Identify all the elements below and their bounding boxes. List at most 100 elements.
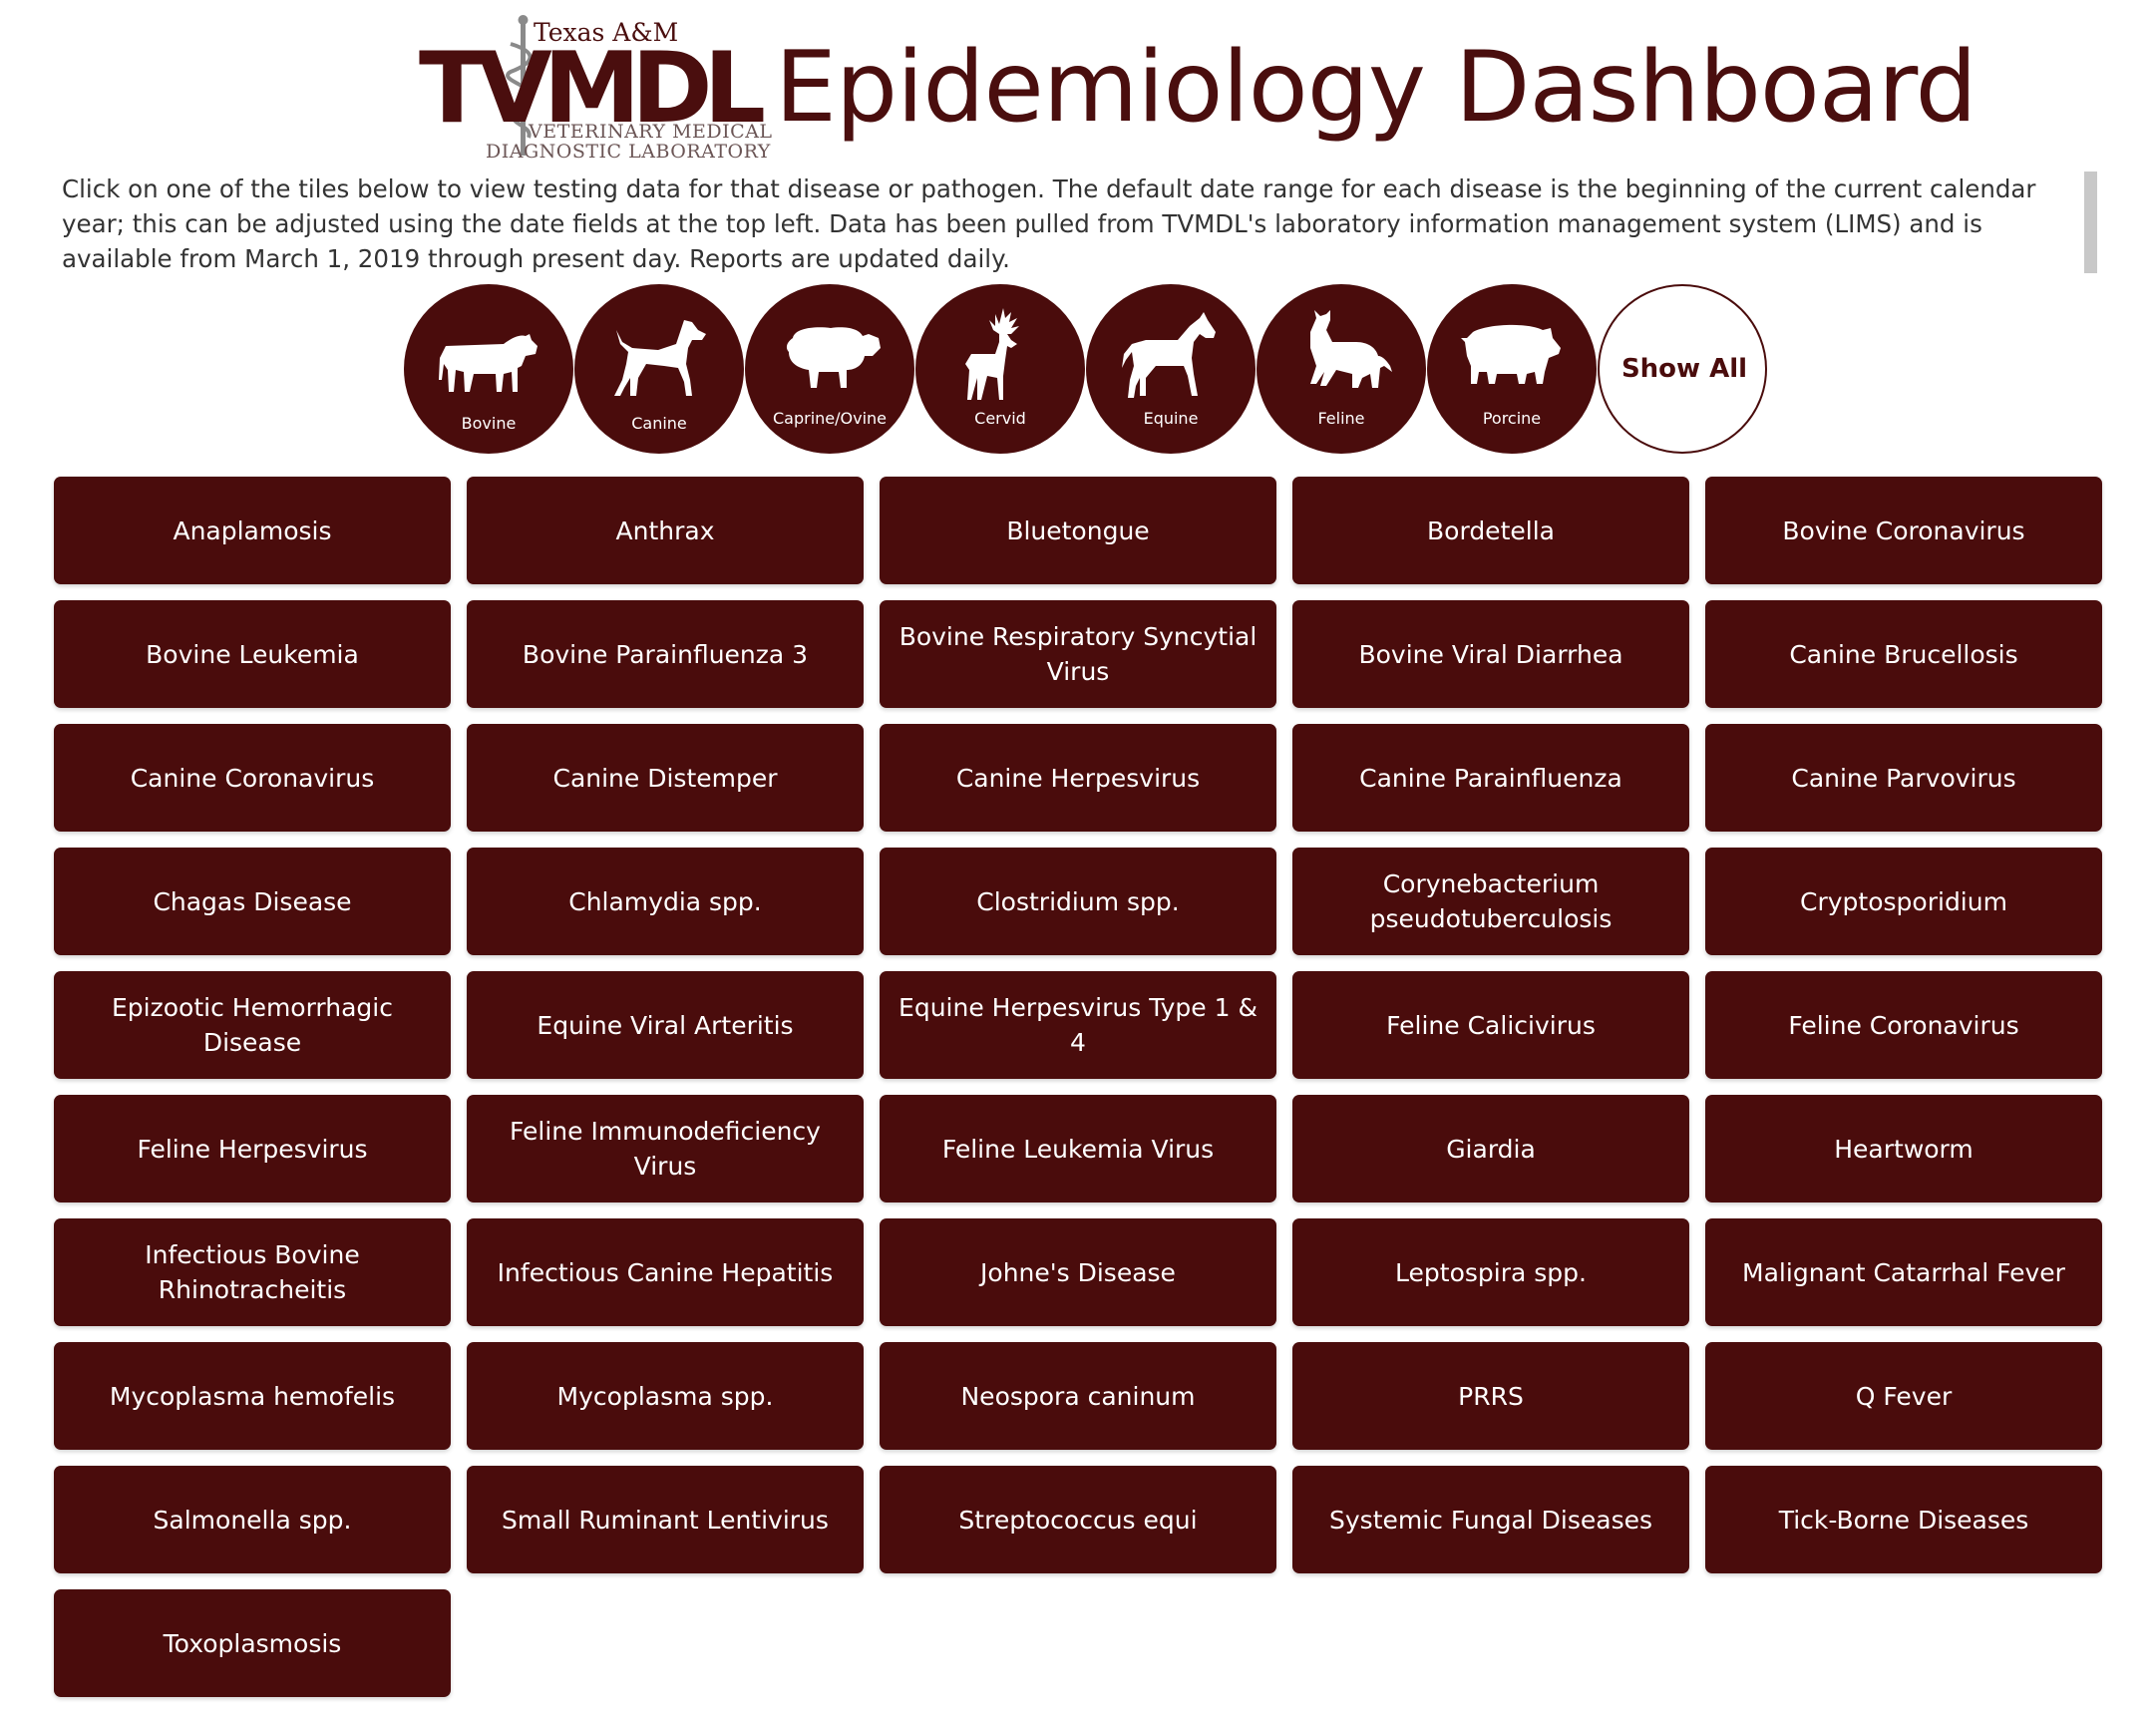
species-feline[interactable]: Feline (1257, 284, 1426, 454)
disease-tile[interactable]: PRRS (1292, 1342, 1689, 1450)
disease-tile[interactable]: Small Ruminant Lentivirus (467, 1466, 864, 1573)
disease-tile[interactable]: Feline Coronavirus (1705, 971, 2102, 1079)
disease-tile[interactable]: Feline Immunodeficiency Virus (467, 1095, 864, 1202)
pig-icon (1461, 324, 1561, 384)
disease-tile[interactable]: Anthrax (467, 477, 864, 584)
tile-label: Giardia (1446, 1134, 1536, 1164)
species-label: Porcine (1482, 409, 1542, 428)
disease-tile[interactable]: Infectious Canine Hepatitis (467, 1218, 864, 1326)
disease-tile[interactable]: Giardia (1292, 1095, 1689, 1202)
disease-tile[interactable]: Bovine Coronavirus (1705, 477, 2102, 584)
tile-label: Equine Herpesvirus Type 1 & 4 (898, 993, 1258, 1057)
species-canine[interactable]: Canine (574, 284, 744, 454)
disease-tile[interactable]: Canine Distemper (467, 724, 864, 832)
disease-tile[interactable]: Anaplamosis (54, 477, 451, 584)
page-title: Epidemiology Dashboard (775, 31, 1977, 145)
show-all-button[interactable]: Show All (1598, 284, 1767, 454)
species-equine[interactable]: Equine (1086, 284, 1256, 454)
tile-label: Bordetella (1427, 515, 1555, 545)
tile-label: Bovine Coronavirus (1782, 515, 2025, 545)
show-all-label: Show All (1620, 354, 1748, 384)
disease-tile[interactable]: Canine Herpesvirus (880, 724, 1276, 832)
disease-tile[interactable]: Bordetella (1292, 477, 1689, 584)
tile-label: Mycoplasma spp. (556, 1381, 774, 1411)
logo-line-2: DIAGNOSTIC LABORATORY (486, 141, 771, 163)
disease-tile[interactable]: Systemic Fungal Diseases (1292, 1466, 1689, 1573)
disease-tile[interactable]: Malignant Catarrhal Fever (1705, 1218, 2102, 1326)
logo-tvmdl: TVMDL (419, 32, 766, 146)
cow-icon (439, 334, 538, 392)
tile-label: Bovine Leukemia (146, 639, 359, 669)
disease-tile[interactable]: Canine Coronavirus (54, 724, 451, 832)
tile-label: Q Fever (1855, 1381, 1953, 1411)
disease-tile[interactable]: Infectious Bovine Rhinotracheitis (54, 1218, 451, 1326)
tile-label: Leptospira spp. (1395, 1257, 1587, 1287)
disease-tile[interactable]: Canine Parvovirus (1705, 724, 2102, 832)
tile-label: Bluetongue (1006, 515, 1150, 545)
species-label: Equine (1143, 409, 1199, 428)
tile-label: Canine Parvovirus (1791, 763, 2016, 793)
disease-tile[interactable]: Feline Leukemia Virus (880, 1095, 1276, 1202)
species-porcine[interactable]: Porcine (1427, 284, 1597, 454)
disease-tile[interactable]: Equine Herpesvirus Type 1 & 4 (880, 971, 1276, 1079)
disease-tile[interactable]: Mycoplasma hemofelis (54, 1342, 451, 1450)
tile-label: Canine Distemper (552, 763, 778, 793)
tile-label: Corynebacterium pseudotuberculosis (1369, 869, 1613, 933)
tile-label: Chlamydia spp. (568, 886, 762, 916)
disease-tile[interactable]: Chlamydia spp. (467, 848, 864, 955)
tile-label: Feline Leukemia Virus (941, 1134, 1215, 1164)
disease-tile-grid: Anaplamosis Anthrax Bluetongue Bordetell… (54, 477, 2102, 1697)
tile-label: Anaplamosis (173, 515, 332, 545)
disease-tile[interactable]: Mycoplasma spp. (467, 1342, 864, 1450)
disease-tile[interactable]: Bovine Respiratory Syncytial Virus (880, 600, 1276, 708)
disease-tile[interactable]: Q Fever (1705, 1342, 2102, 1450)
tile-label: Toxoplasmosis (163, 1628, 342, 1658)
tile-label: Feline Immunodeficiency Virus (510, 1117, 821, 1181)
cat-icon (1310, 310, 1392, 388)
tile-label: Mycoplasma hemofelis (109, 1381, 396, 1411)
disease-tile[interactable]: Feline Calicivirus (1292, 971, 1689, 1079)
disease-tile[interactable]: Clostridium spp. (880, 848, 1276, 955)
species-bovine[interactable]: Bovine (404, 284, 573, 454)
disease-tile[interactable]: Johne's Disease (880, 1218, 1276, 1326)
disease-tile[interactable]: Feline Herpesvirus (54, 1095, 451, 1202)
disease-tile[interactable]: Bovine Leukemia (54, 600, 451, 708)
tile-label: Malignant Catarrhal Fever (1742, 1257, 2065, 1287)
tile-label: Salmonella spp. (153, 1505, 352, 1535)
caduceus-icon (506, 15, 536, 156)
intro-text: Click on one of the tiles below to view … (62, 174, 2036, 273)
disease-tile[interactable]: Leptospira spp. (1292, 1218, 1689, 1326)
tile-label: Heartworm (1834, 1134, 1974, 1164)
tile-label: Streptococcus equi (958, 1505, 1198, 1535)
species-label: Canine (631, 414, 687, 433)
deer-icon (965, 308, 1019, 400)
disease-tile[interactable]: Bovine Viral Diarrhea (1292, 600, 1689, 708)
disease-tile[interactable]: Epizootic Hemorrhagic Disease (54, 971, 451, 1079)
tile-label: Canine Herpesvirus (955, 763, 1201, 793)
disease-tile[interactable]: Bovine Parainfluenza 3 (467, 600, 864, 708)
disease-tile[interactable]: Neospora caninum (880, 1342, 1276, 1450)
tile-label: Anthrax (615, 515, 715, 545)
disease-tile[interactable]: Canine Parainfluenza (1292, 724, 1689, 832)
disease-tile[interactable]: Corynebacterium pseudotuberculosis (1292, 848, 1689, 955)
species-caprine-ovine[interactable]: Caprine/Ovine (745, 284, 914, 454)
disease-tile[interactable]: Streptococcus equi (880, 1466, 1276, 1573)
disease-tile[interactable]: Canine Brucellosis (1705, 600, 2102, 708)
species-label: Caprine/Ovine (772, 409, 888, 428)
horse-icon (1122, 312, 1216, 398)
tile-label: Infectious Canine Hepatitis (497, 1257, 834, 1287)
tile-label: PRRS (1458, 1381, 1524, 1411)
disease-tile[interactable]: Heartworm (1705, 1095, 2102, 1202)
disease-tile[interactable]: Tick-Borne Diseases (1705, 1466, 2102, 1573)
tvmdl-logo: Texas A&M TVMDL VETERINARY MEDICAL DIAGN… (419, 14, 772, 164)
disease-tile[interactable]: Bluetongue (880, 477, 1276, 584)
tile-label: Canine Coronavirus (130, 763, 375, 793)
disease-tile[interactable]: Chagas Disease (54, 848, 451, 955)
species-cervid[interactable]: Cervid (915, 284, 1085, 454)
tile-label: Feline Coronavirus (1788, 1010, 2019, 1040)
scrollbar[interactable] (2084, 172, 2097, 273)
disease-tile[interactable]: Salmonella spp. (54, 1466, 451, 1573)
disease-tile[interactable]: Cryptosporidium (1705, 848, 2102, 955)
disease-tile[interactable]: Toxoplasmosis (54, 1589, 451, 1697)
disease-tile[interactable]: Equine Viral Arteritis (467, 971, 864, 1079)
